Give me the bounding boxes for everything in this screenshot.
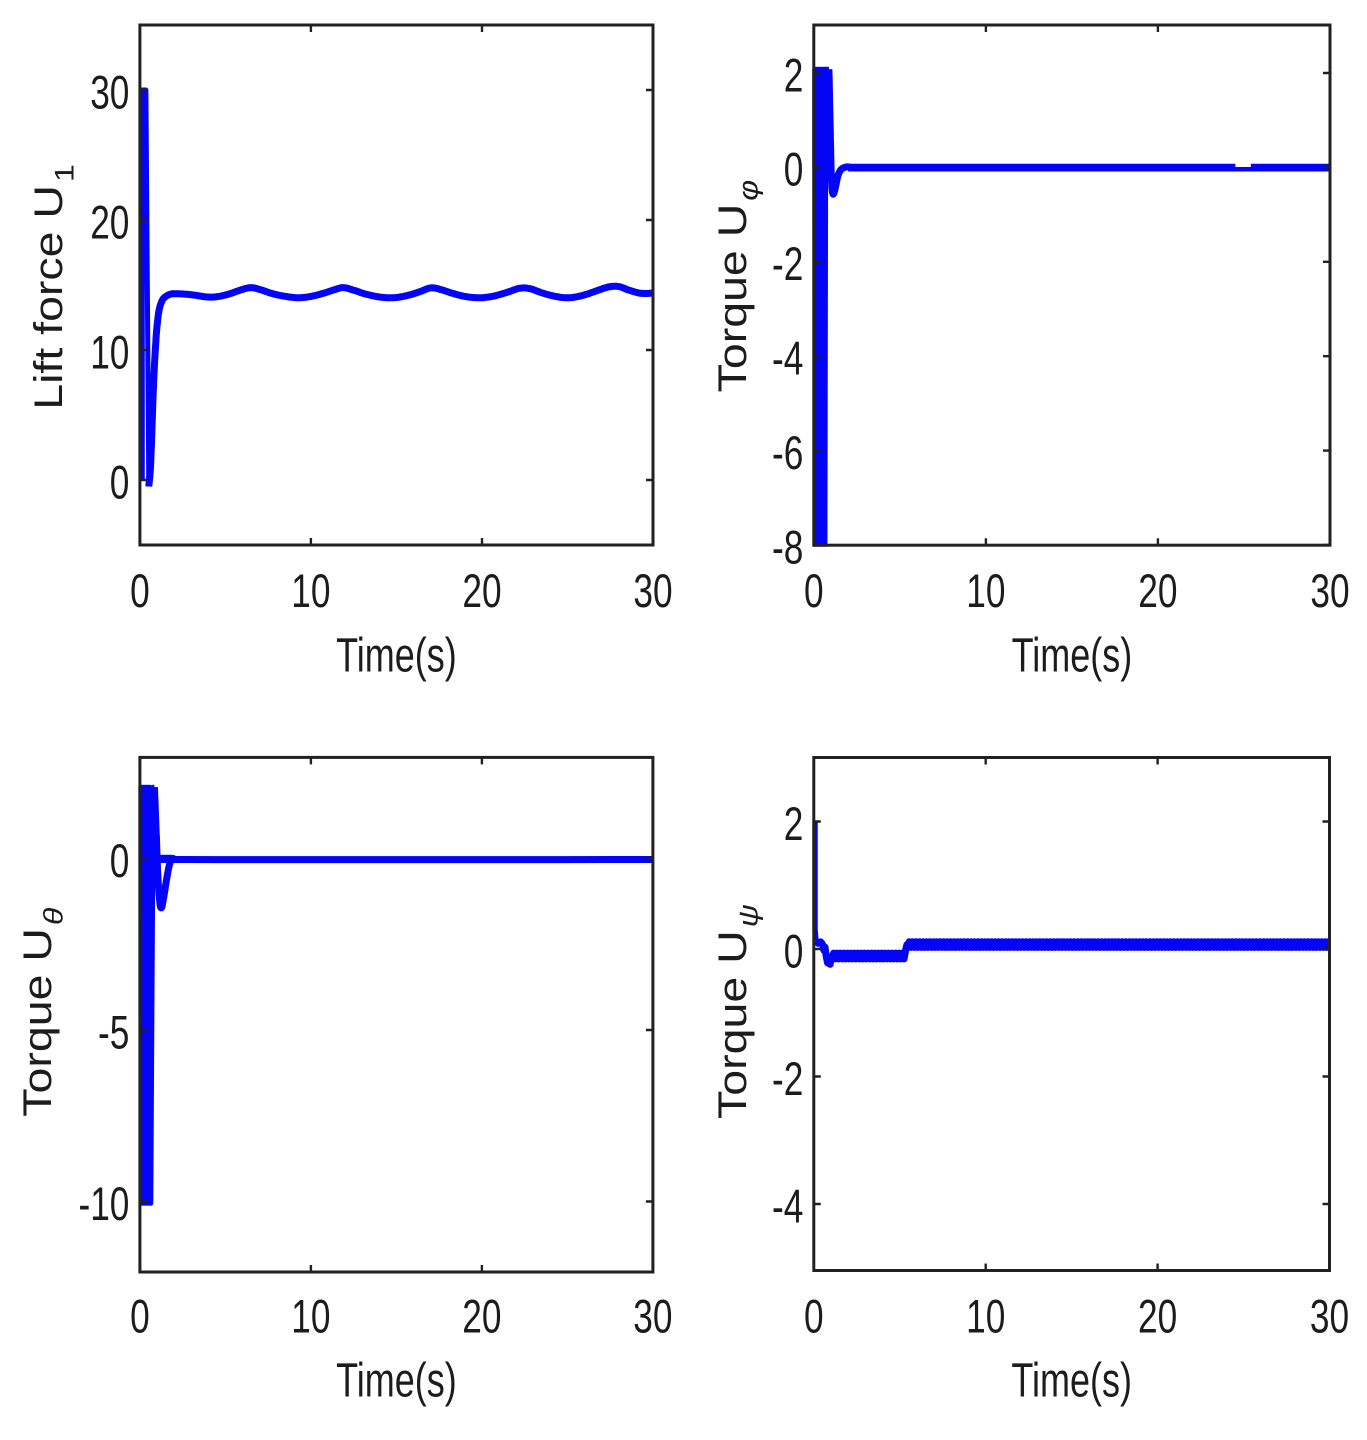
svg-text:10: 10 <box>966 564 1005 617</box>
svg-text:30: 30 <box>1310 1289 1349 1342</box>
svg-text:30: 30 <box>1310 564 1349 617</box>
svg-text:30: 30 <box>633 564 672 617</box>
svg-text:2: 2 <box>784 48 804 101</box>
svg-text:20: 20 <box>90 195 129 248</box>
svg-text:30: 30 <box>90 65 129 118</box>
svg-text:Torque Uφ: Torque Uφ <box>711 180 764 393</box>
svg-text:2: 2 <box>784 797 804 850</box>
svg-text:30: 30 <box>633 1289 672 1342</box>
svg-text:10: 10 <box>291 564 330 617</box>
svg-text:0: 0 <box>110 455 130 508</box>
svg-text:20: 20 <box>1138 564 1177 617</box>
svg-text:-10: -10 <box>78 1177 129 1230</box>
svg-text:0: 0 <box>110 834 130 887</box>
svg-text:-8: -8 <box>772 520 803 573</box>
svg-text:-2: -2 <box>772 237 803 290</box>
svg-text:-4: -4 <box>772 1179 803 1232</box>
svg-text:0: 0 <box>804 564 824 617</box>
svg-text:0: 0 <box>784 143 804 196</box>
svg-text:Torque Uθ: Torque Uθ <box>16 908 69 1117</box>
svg-text:Time(s): Time(s) <box>1012 629 1133 682</box>
svg-text:10: 10 <box>966 1289 1005 1342</box>
svg-text:Torque Uψ: Torque Uψ <box>711 904 764 1119</box>
svg-text:0: 0 <box>130 1289 150 1342</box>
svg-text:Time(s): Time(s) <box>336 1354 457 1407</box>
svg-text:20: 20 <box>462 564 501 617</box>
svg-text:10: 10 <box>90 325 129 378</box>
svg-text:-5: -5 <box>98 1005 129 1058</box>
svg-text:-4: -4 <box>772 332 803 385</box>
svg-text:0: 0 <box>804 1289 824 1342</box>
svg-text:Time(s): Time(s) <box>1011 1354 1132 1407</box>
svg-text:-6: -6 <box>772 426 803 479</box>
svg-text:-2: -2 <box>772 1052 803 1105</box>
svg-text:0: 0 <box>130 564 150 617</box>
svg-text:20: 20 <box>1138 1289 1177 1342</box>
svg-text:10: 10 <box>291 1289 330 1342</box>
svg-text:Lift force U1: Lift force U1 <box>27 164 80 410</box>
svg-text:Time(s): Time(s) <box>336 629 457 682</box>
svg-text:20: 20 <box>462 1289 501 1342</box>
svg-text:0: 0 <box>784 924 804 977</box>
